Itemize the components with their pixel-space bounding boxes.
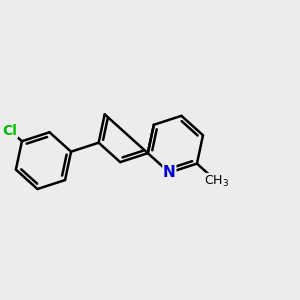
Text: Cl: Cl	[3, 124, 17, 138]
Text: N: N	[163, 165, 176, 180]
Text: CH$_3$: CH$_3$	[204, 173, 229, 189]
